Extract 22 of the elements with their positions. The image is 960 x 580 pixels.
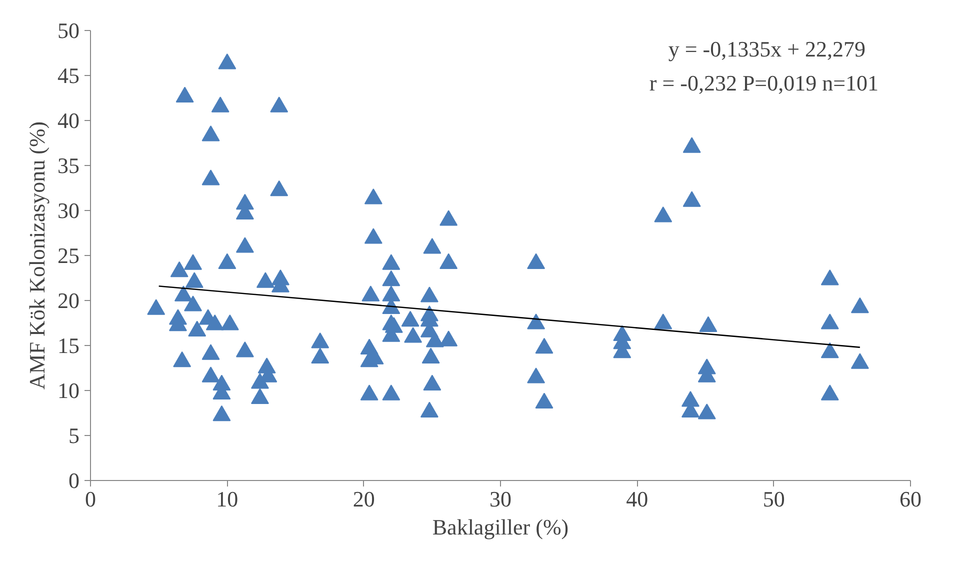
y-tick-label: 0	[68, 468, 80, 493]
y-tick-label: 25	[58, 243, 80, 268]
y-tick-label: 10	[58, 378, 80, 403]
x-tick-label: 60	[900, 486, 922, 512]
y-tick-label: 15	[58, 333, 80, 358]
y-tick-label: 40	[58, 108, 80, 133]
annotation: y = -0,1335x + 22,279	[668, 36, 866, 62]
x-axis-title: Baklagiller (%)	[432, 514, 569, 540]
x-tick-label: 40	[626, 486, 648, 512]
x-tick-label: 30	[490, 486, 512, 512]
x-tick-label: 50	[762, 486, 785, 512]
y-tick-label: 35	[58, 153, 80, 178]
y-tick-label: 20	[58, 288, 80, 313]
x-tick-label: 20	[352, 486, 375, 512]
y-tick-label: 45	[58, 63, 80, 88]
x-tick-label: 0	[85, 486, 96, 512]
y-tick-label: 5	[68, 423, 80, 448]
annotation: r = -0,232 P=0,019 n=101	[649, 70, 878, 96]
y-tick-label: 50	[58, 18, 80, 43]
x-tick-label: 10	[216, 486, 238, 512]
y-tick-label: 30	[58, 198, 80, 223]
y-axis-title: AMF Kök Kolonizasyonu (%)	[24, 121, 50, 390]
